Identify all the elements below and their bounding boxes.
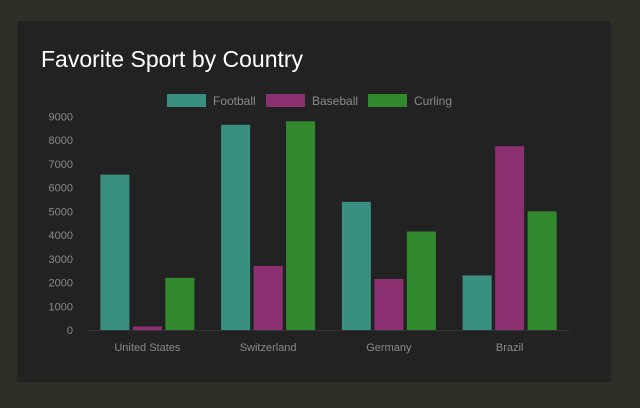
bar-curling-3[interactable] xyxy=(527,211,557,330)
y-tick-label: 7000 xyxy=(49,159,73,171)
x-tick-label: Brazil xyxy=(496,342,524,354)
x-tick-label: Germany xyxy=(366,342,412,354)
x-tick-label: United States xyxy=(114,342,181,354)
legend-label-football[interactable]: Football xyxy=(213,94,256,108)
bar-football-1[interactable] xyxy=(221,124,251,330)
bar-baseball-2[interactable] xyxy=(374,278,404,330)
chart-title: Favorite Sport by Country xyxy=(41,46,304,72)
y-tick-label: 8000 xyxy=(49,135,73,147)
legend-swatch-football[interactable] xyxy=(167,94,206,107)
y-tick-label: 5000 xyxy=(49,206,73,218)
bar-curling-1[interactable] xyxy=(286,121,316,330)
legend-label-baseball[interactable]: Baseball xyxy=(312,94,358,108)
legend-swatch-curling[interactable] xyxy=(368,94,407,107)
bar-baseball-3[interactable] xyxy=(495,146,525,330)
legend-label-curling[interactable]: Curling xyxy=(414,94,452,108)
bar-football-2[interactable] xyxy=(341,201,371,330)
bar-curling-0[interactable] xyxy=(165,277,195,330)
bar-baseball-1[interactable] xyxy=(253,265,283,330)
y-tick-label: 6000 xyxy=(49,183,73,195)
legend-swatch-baseball[interactable] xyxy=(266,94,305,107)
y-tick-label: 1000 xyxy=(49,301,73,313)
bar-curling-2[interactable] xyxy=(406,231,436,330)
y-tick-label: 0 xyxy=(67,325,73,337)
y-tick-label: 2000 xyxy=(49,278,73,290)
x-tick-label: Switzerland xyxy=(240,342,297,354)
bar-football-3[interactable] xyxy=(462,275,492,330)
bar-football-0[interactable] xyxy=(100,174,130,330)
y-tick-label: 3000 xyxy=(49,254,73,266)
y-tick-label: 4000 xyxy=(49,230,73,242)
bar-baseball-0[interactable] xyxy=(132,326,162,330)
y-tick-label: 9000 xyxy=(49,112,73,124)
